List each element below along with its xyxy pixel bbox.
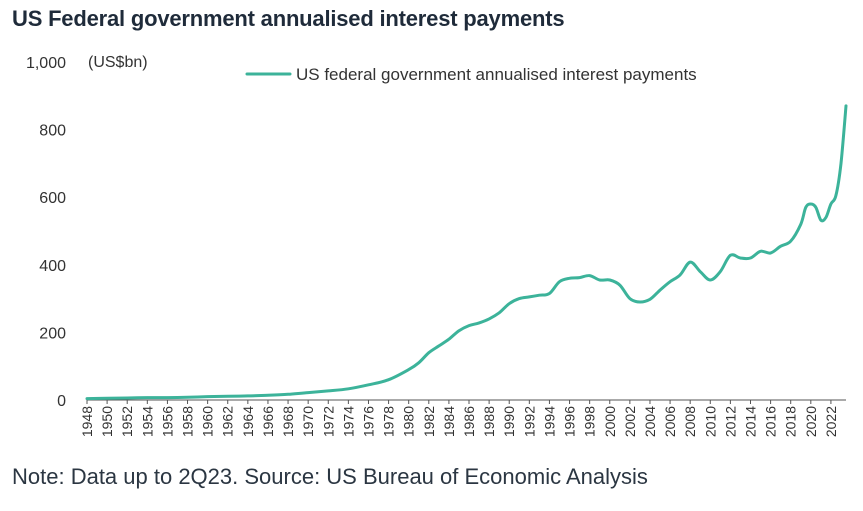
y-tick-label: 600 — [39, 190, 66, 207]
series-line — [85, 104, 848, 401]
x-tick-label: 1984 — [441, 406, 457, 437]
y-axis: 0 200 400 600 800 1,000 — [26, 55, 66, 410]
x-tick-label: 2016 — [763, 406, 779, 437]
x-tick-label: 1994 — [541, 406, 557, 437]
x-tick-label: 1974 — [340, 406, 356, 437]
y-tick-label: 400 — [39, 258, 66, 275]
y-tick-label: 800 — [39, 123, 66, 140]
x-tick-label: 1962 — [220, 406, 236, 437]
x-tick-label: 1956 — [159, 406, 175, 437]
x-tick-label: 2020 — [803, 406, 819, 437]
x-tick-label: 1988 — [481, 406, 497, 437]
legend: US federal government annualised interes… — [245, 65, 697, 84]
x-tick-label: 1960 — [200, 406, 216, 437]
y-tick-label: 0 — [57, 393, 66, 410]
x-tick-label: 1958 — [180, 406, 196, 437]
x-tick-label: 2022 — [823, 406, 839, 437]
x-tick-label: 2010 — [702, 406, 718, 437]
y-tick-label: 1,000 — [26, 55, 66, 72]
x-tick-label: 2004 — [642, 406, 658, 437]
chart-title: US Federal government annualised interes… — [12, 6, 565, 31]
x-tick-label: 1954 — [139, 406, 155, 437]
x-axis: 1948 1950 1952 1954 1956 1958 1960 1962 1964 1966… — [79, 399, 846, 437]
x-tick-label: 1952 — [119, 406, 135, 437]
x-tick-label: 1950 — [99, 406, 115, 437]
x-tick-label: 2008 — [682, 406, 698, 437]
plot-area — [85, 104, 848, 401]
y-axis-unit-label: (US$bn) — [88, 54, 148, 71]
x-tick-label: 1978 — [381, 406, 397, 437]
x-tick-label: 1968 — [280, 406, 296, 437]
x-tick-label: 2018 — [783, 406, 799, 437]
x-tick-label: 2006 — [662, 406, 678, 437]
x-tick-label: 1966 — [260, 406, 276, 437]
x-tick-label: 2000 — [602, 406, 618, 437]
x-tick-label: 1972 — [320, 406, 336, 437]
x-tick-label: 1976 — [360, 406, 376, 437]
x-tick-label: 1948 — [79, 406, 95, 437]
x-tick-label: 1970 — [300, 406, 316, 437]
x-tick-label: 1990 — [501, 406, 517, 437]
x-tick-label: 1992 — [521, 406, 537, 437]
x-tick-label: 1980 — [401, 406, 417, 437]
source-note: Note: Data up to 2Q23. Source: US Bureau… — [12, 464, 648, 489]
legend-label: US federal government annualised interes… — [296, 65, 697, 84]
x-tick-label: 1964 — [240, 406, 256, 437]
x-tick-label: 1998 — [582, 406, 598, 437]
x-tick-label: 2002 — [622, 406, 638, 437]
x-tick-label: 1996 — [562, 406, 578, 437]
y-tick-label: 200 — [39, 325, 66, 342]
x-tick-label: 2012 — [722, 406, 738, 437]
x-tick-label: 1982 — [421, 406, 437, 437]
x-tick-label: 2014 — [742, 406, 758, 437]
x-tick-label: 1986 — [461, 406, 477, 437]
